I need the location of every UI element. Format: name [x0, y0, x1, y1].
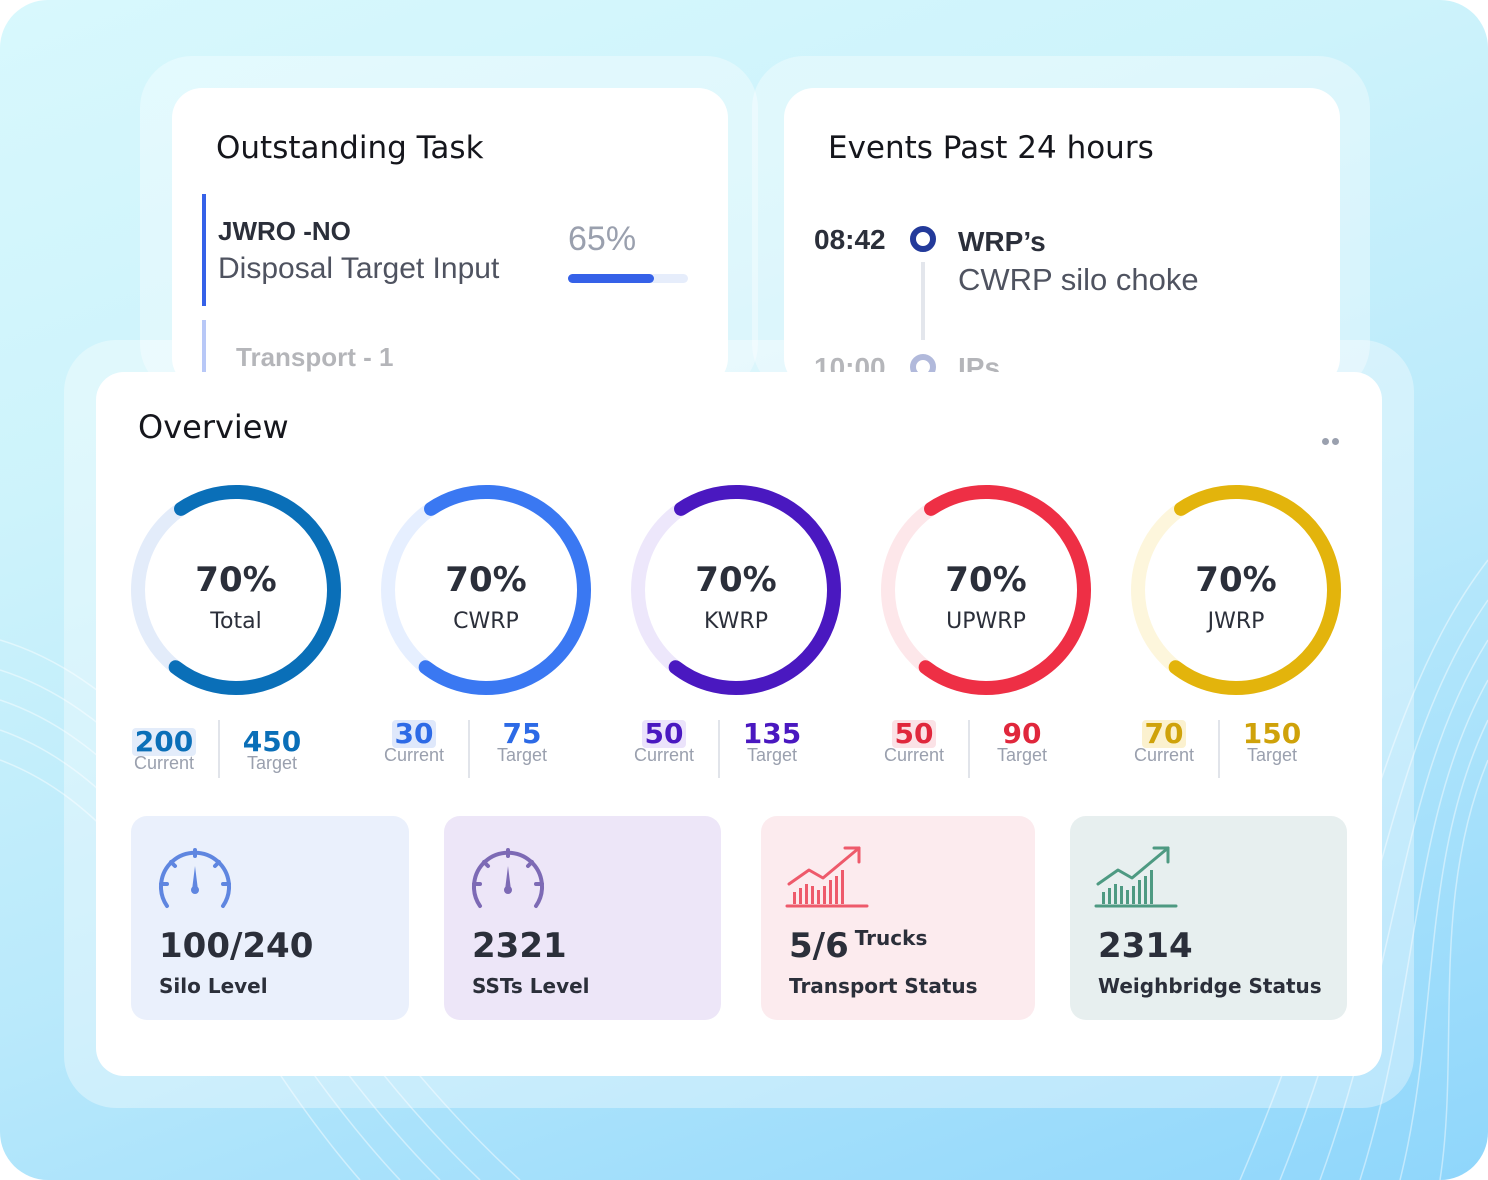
events-card: Events Past 24 hours 08:42 WRP’s CWRP si…: [784, 88, 1340, 388]
ring-target-caption: Target: [246, 753, 298, 773]
ring-label: Total: [210, 609, 262, 634]
ring-target-stat: 150 Target: [1222, 717, 1322, 765]
events-title: Events Past 24 hours: [828, 130, 1154, 166]
task-progress-fill: [568, 274, 655, 283]
ring-current-caption: Current: [1133, 745, 1195, 765]
ring-percent: 70%: [1195, 560, 1277, 600]
ring-current-caption: Current: [383, 745, 445, 765]
task-item[interactable]: JWRO -NO Disposal Target Input 65%: [202, 194, 702, 306]
ring-progress-arc: [881, 485, 1091, 695]
outstanding-task-title: Outstanding Task: [216, 130, 484, 166]
ring-target-value: 90: [1002, 717, 1042, 750]
gauge-icon: [466, 840, 550, 925]
ring-target-stat: 75 Target: [472, 717, 572, 765]
ring-progress-arc: [631, 485, 841, 695]
status-tile[interactable]: 5/6 Trucks Transport Status: [761, 816, 1035, 1020]
ring-target-caption: Target: [996, 745, 1048, 765]
ring-target-value: 135: [742, 717, 802, 750]
tile-value: 2321: [472, 926, 567, 966]
status-tile[interactable]: 2314 Weighbridge Status: [1070, 816, 1347, 1020]
ring-percent: 70%: [695, 560, 777, 600]
ring-current-value: 70: [1141, 720, 1187, 748]
ring-target-stat: 135 Target: [722, 717, 822, 765]
outstanding-task-card: Outstanding Task JWRO -NO Disposal Targe…: [172, 88, 728, 388]
tile-value: 5/6 Trucks: [789, 926, 927, 966]
ring-current-value: 200: [131, 728, 197, 756]
ring-label: CWRP: [453, 609, 519, 634]
ring-label: UPWRP: [946, 609, 1026, 634]
ring-current-caption: Current: [133, 753, 195, 773]
ring-current-stat: 70 Current: [1114, 720, 1214, 765]
status-tile[interactable]: 100/240 Silo Level: [131, 816, 409, 1020]
tile-value: 100/240: [159, 926, 313, 966]
more-dots-icon[interactable]: [1322, 438, 1339, 445]
ring-progress-arc: [381, 485, 591, 695]
ring-label: JWRP: [1207, 609, 1265, 634]
task-accent-bar: [202, 320, 206, 388]
ring-current-value: 50: [891, 720, 937, 748]
task-percent: 65%: [568, 220, 637, 258]
ring-current-value: 30: [391, 720, 437, 748]
status-tile[interactable]: 2321 SSTs Level: [444, 816, 721, 1020]
overview-title: Overview: [138, 408, 289, 446]
task-code: JWRO -NO: [218, 216, 351, 246]
ring-target-caption: Target: [496, 745, 548, 765]
ring-target-value: 150: [1242, 717, 1302, 750]
tile-label: Silo Level: [159, 974, 268, 998]
ring-target-stat: 90 Target: [972, 717, 1072, 765]
stat-divider: [218, 720, 220, 778]
task-item[interactable]: Transport - 1: [202, 320, 702, 388]
stat-divider: [968, 720, 970, 778]
ring-target-value: 75: [502, 717, 542, 750]
gauge-icon: [153, 840, 237, 925]
tile-label: Weighbridge Status: [1098, 974, 1322, 998]
ring-current-caption: Current: [883, 745, 945, 765]
tile-unit: Trucks: [854, 926, 928, 950]
event-time: 08:42: [814, 224, 886, 255]
ring-current-value: 50: [641, 720, 687, 748]
event-description: CWRP silo choke: [958, 262, 1199, 297]
task-description: Disposal Target Input: [218, 252, 500, 285]
tile-label: SSTs Level: [472, 974, 590, 998]
stat-divider: [1218, 720, 1220, 778]
ring-label: KWRP: [704, 609, 768, 634]
ring-current-stat: 50 Current: [614, 720, 714, 765]
ring-progress-arc: [1131, 485, 1341, 695]
ring-target-stat: 450 Target: [222, 725, 322, 773]
tile-value-text: 2314: [1098, 926, 1193, 966]
ring-current-stat: 50 Current: [864, 720, 964, 765]
ring-current-caption: Current: [633, 745, 695, 765]
tile-value: 2314: [1098, 926, 1193, 966]
tile-value-text: 5/6: [789, 926, 849, 966]
event-timeline-line: [921, 262, 925, 340]
progress-ring: 70% CWRP: [378, 482, 594, 698]
ring-target-caption: Target: [1246, 745, 1298, 765]
task-code: Transport - 1: [236, 342, 394, 372]
ring-percent: 70%: [445, 560, 527, 600]
ring-percent: 70%: [195, 560, 277, 600]
ring-target-value: 450: [242, 725, 302, 758]
ring-current-stat: 30 Current: [364, 720, 464, 765]
growth-chart-icon: [1092, 840, 1180, 917]
task-progress-track: [568, 274, 688, 283]
stat-divider: [468, 720, 470, 778]
ring-target-caption: Target: [746, 745, 798, 765]
tile-label: Transport Status: [789, 974, 978, 998]
ring-percent: 70%: [945, 560, 1027, 600]
progress-ring: 70% JWRP: [1128, 482, 1344, 698]
stat-divider: [718, 720, 720, 778]
tile-value-text: 100/240: [159, 926, 314, 966]
ring-progress-arc: [131, 485, 341, 695]
ring-current-stat: 200 Current: [114, 728, 214, 772]
event-timeline-dot: [910, 226, 936, 252]
event-title[interactable]: WRP’s: [958, 226, 1046, 257]
task-accent-bar: [202, 194, 206, 306]
progress-ring: 70% Total: [128, 482, 344, 698]
progress-ring: 70% UPWRP: [878, 482, 1094, 698]
overview-card: Overview 70% Total 200 Current 450 Target 70% C…: [96, 372, 1382, 1076]
progress-ring: 70% KWRP: [628, 482, 844, 698]
tile-value-text: 2321: [472, 926, 567, 966]
growth-chart-icon: [783, 840, 871, 917]
